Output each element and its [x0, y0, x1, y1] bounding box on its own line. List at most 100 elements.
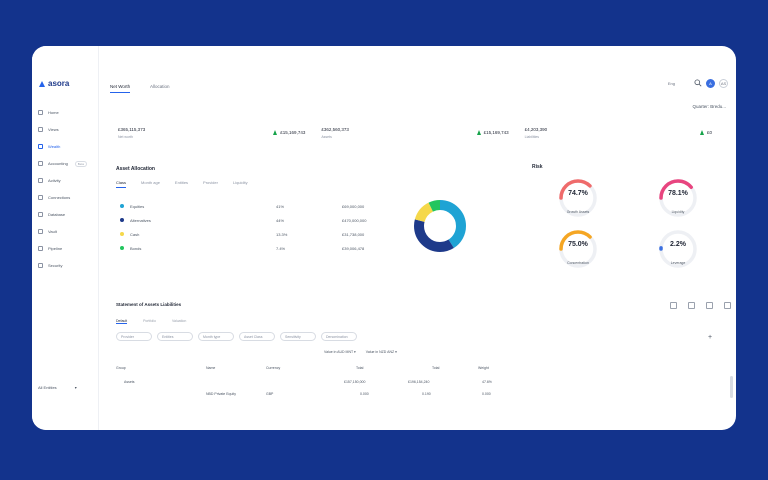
gauge-fill: [659, 179, 697, 217]
value-nzd-select[interactable]: Value in NZD ANZ ▾: [365, 350, 397, 354]
filter-sensitivity[interactable]: Sensitivity: [280, 332, 316, 341]
connections-icon: [38, 195, 43, 200]
gauge-fill: [559, 230, 597, 268]
avatar[interactable]: A: [706, 79, 715, 88]
filter-denomination[interactable]: Denomination: [321, 332, 357, 341]
tab-portfolio[interactable]: Portfolio: [143, 319, 156, 323]
donut-segment-alternatives[interactable]: [414, 200, 466, 252]
kpi-label: Assets: [321, 135, 332, 139]
kpi-strip: £365,115,373 Net worth £15,169,743 £362,…: [112, 122, 722, 146]
accounting-icon: [38, 161, 43, 166]
activity-icon: [38, 178, 43, 183]
filter-entities[interactable]: Entities: [157, 332, 193, 341]
topbar-actions: Eng A AS: [668, 79, 728, 88]
gauge-label: Concentration: [567, 261, 589, 265]
scrollbar[interactable]: [730, 376, 733, 398]
settings-icon[interactable]: [706, 302, 713, 309]
gauge-leverage: 2.2% Leverage: [656, 227, 700, 271]
allocation-row[interactable]: Cash 13.3% £31,738,000: [120, 227, 364, 241]
app-window: asora Home Views Wealth Accounting Beta A…: [32, 46, 736, 430]
column-header[interactable]: Name: [206, 366, 216, 370]
column-header[interactable]: Group: [116, 366, 126, 370]
gauge-value: 75.0%: [568, 241, 588, 248]
sidebar-item-database[interactable]: Database: [32, 206, 98, 223]
sidebar-item-home[interactable]: Home: [32, 104, 98, 121]
tab-allocation[interactable]: Allocation: [150, 84, 170, 89]
asset-allocation-title: Asset Allocation: [116, 166, 155, 172]
kpi-change: £15,169,743: [476, 130, 509, 135]
sidebar-nav: Home Views Wealth Accounting Beta Activit…: [32, 104, 98, 274]
sidebar-item-accounting[interactable]: Accounting Beta: [32, 155, 98, 172]
filter-provider[interactable]: Provider: [116, 332, 152, 341]
gauge-growth-assets: 74.7% Growth Assets: [556, 176, 600, 220]
arrow-up-icon: [476, 130, 481, 135]
chevron-down-icon: ▾: [74, 385, 77, 390]
statement-tabs: Default Portfolio Valuation: [116, 319, 186, 324]
donut-segment-bonds[interactable]: [414, 200, 466, 252]
arrow-up-icon: [273, 130, 278, 135]
database-icon: [38, 212, 43, 217]
column-header[interactable]: Total: [432, 366, 440, 370]
subtab-month-age[interactable]: Month age: [141, 180, 160, 185]
subtab-class[interactable]: Class: [116, 180, 127, 188]
kpi-label: Liabilities: [524, 135, 540, 139]
search-icon[interactable]: [693, 79, 702, 88]
gauge-liquidity: 78.1% Liquidity: [656, 176, 700, 220]
value-aud-select[interactable]: Value in AUD MNT ▾: [324, 350, 356, 354]
allocation-donut-chart: [414, 200, 466, 252]
column-header[interactable]: Weight: [478, 366, 489, 370]
legend-dot: [120, 218, 124, 222]
gauge-arc: [559, 230, 597, 268]
filter-month-type[interactable]: Month type: [198, 332, 234, 341]
add-icon[interactable]: +: [708, 334, 713, 341]
column-header[interactable]: Currency: [266, 366, 281, 370]
filter-icon[interactable]: [670, 302, 677, 309]
sidebar-item-connections[interactable]: Connections: [32, 189, 98, 206]
sidebar-item-pipeline[interactable]: Pipeline: [32, 240, 98, 257]
sidebar-item-wealth[interactable]: Wealth: [32, 138, 98, 155]
tab-valuation[interactable]: Valuation: [171, 319, 187, 323]
shield-icon: [38, 263, 43, 268]
expand-icon[interactable]: [724, 302, 731, 309]
value-group-bar: Value in AUD MNT ▾ Value in NZD ANZ ▾: [324, 350, 397, 354]
allocation-row[interactable]: Alternatives 44% £470,000,000: [120, 213, 366, 227]
sidebar: asora Home Views Wealth Accounting Beta A…: [32, 46, 99, 430]
table-row[interactable]: NBD Private Equity GBP 0.000 0.190 0.000: [206, 392, 491, 396]
gauge-arc: [659, 179, 697, 217]
gauge-value: 2.2%: [670, 241, 686, 248]
sidebar-item-views[interactable]: Views: [32, 121, 98, 138]
sidebar-item-activity[interactable]: Activity: [32, 172, 98, 189]
legend-dot: [120, 204, 124, 208]
kpi-change: £15,169,743: [273, 130, 305, 135]
table-header: Group Name Currency Total Total Weight: [116, 366, 496, 374]
sidebar-item-vault[interactable]: Vault: [32, 223, 98, 240]
gauge-label: Leverage: [670, 261, 686, 265]
pipeline-icon: [38, 246, 43, 251]
gauge-fill: [559, 179, 597, 217]
gauge-fill: [659, 230, 697, 268]
sidebar-item-security[interactable]: Security: [32, 257, 98, 274]
asora-logo[interactable]: asora: [39, 79, 69, 88]
allocation-row[interactable]: Bonds 7.4% £39,006,478: [120, 241, 364, 255]
filter-asset-class[interactable]: Asset Class: [239, 332, 275, 341]
allocation-row[interactable]: Equities 41% £69,000,000: [120, 199, 364, 213]
calendar-icon[interactable]: [688, 302, 695, 309]
table-row[interactable]: Assets £157,150,000 £196,154,240 47.6%: [124, 380, 492, 384]
quarter-selector[interactable]: Quarter: Bredu...: [692, 104, 726, 109]
tab-default[interactable]: Default: [116, 319, 128, 324]
statement-toolbar: [670, 302, 731, 309]
subtab-entities[interactable]: Entities: [174, 180, 189, 185]
wealth-icon: [38, 144, 43, 149]
currency-select[interactable]: Eng: [667, 81, 675, 86]
column-header[interactable]: Total: [356, 366, 364, 370]
gauge-value: 74.7%: [568, 190, 588, 197]
legend-dot: [120, 246, 124, 250]
arrow-up-icon: [699, 130, 704, 135]
profile-button[interactable]: AS: [719, 79, 728, 88]
entity-selector[interactable]: All Entities ▾: [38, 385, 77, 390]
tab-net-worth[interactable]: Net Worth: [110, 84, 131, 93]
subtab-provider[interactable]: Provider: [203, 180, 218, 185]
legend-dot: [120, 232, 124, 236]
subtab-liquidity[interactable]: Liquidity: [232, 180, 248, 185]
logo-icon: [39, 80, 45, 87]
